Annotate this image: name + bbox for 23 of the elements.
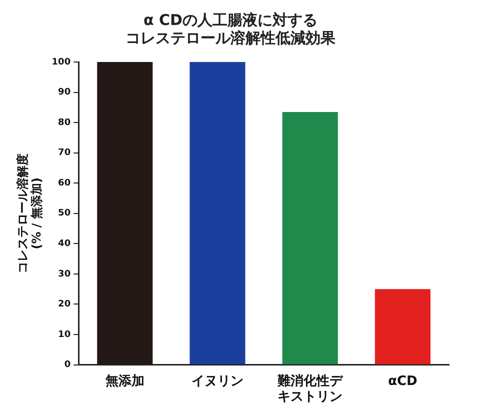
bar	[97, 62, 153, 364]
text: α CDの人工腸液に対する	[144, 10, 318, 29]
y-tick-label: 80	[58, 118, 71, 128]
y-tick-label: 20	[58, 300, 71, 310]
text: (% / 無添加)	[30, 178, 44, 250]
bar	[282, 112, 338, 364]
y-tick-label: 100	[52, 57, 71, 68]
bar	[190, 62, 246, 364]
text: コレステロール溶解度	[15, 153, 30, 274]
x-tick-label: αCD	[388, 374, 418, 389]
x-tick-label: 難消化性デキストリン	[276, 374, 344, 405]
x-tick-label: 無添加	[104, 374, 144, 389]
x-tick-label: イヌリン	[191, 374, 244, 389]
y-tick-label: 60	[58, 178, 71, 188]
y-tick-label: 90	[58, 88, 71, 98]
y-tick-label: 30	[58, 269, 71, 280]
y-tick-label: 0	[64, 360, 71, 370]
y-tick-label: 40	[58, 239, 71, 250]
y-tick-label: 50	[58, 208, 71, 219]
bar	[374, 289, 430, 364]
text: コレステロール溶解性低減効果	[126, 28, 336, 47]
y-tick-label: 70	[58, 148, 71, 158]
y-tick-label: 10	[58, 330, 71, 340]
